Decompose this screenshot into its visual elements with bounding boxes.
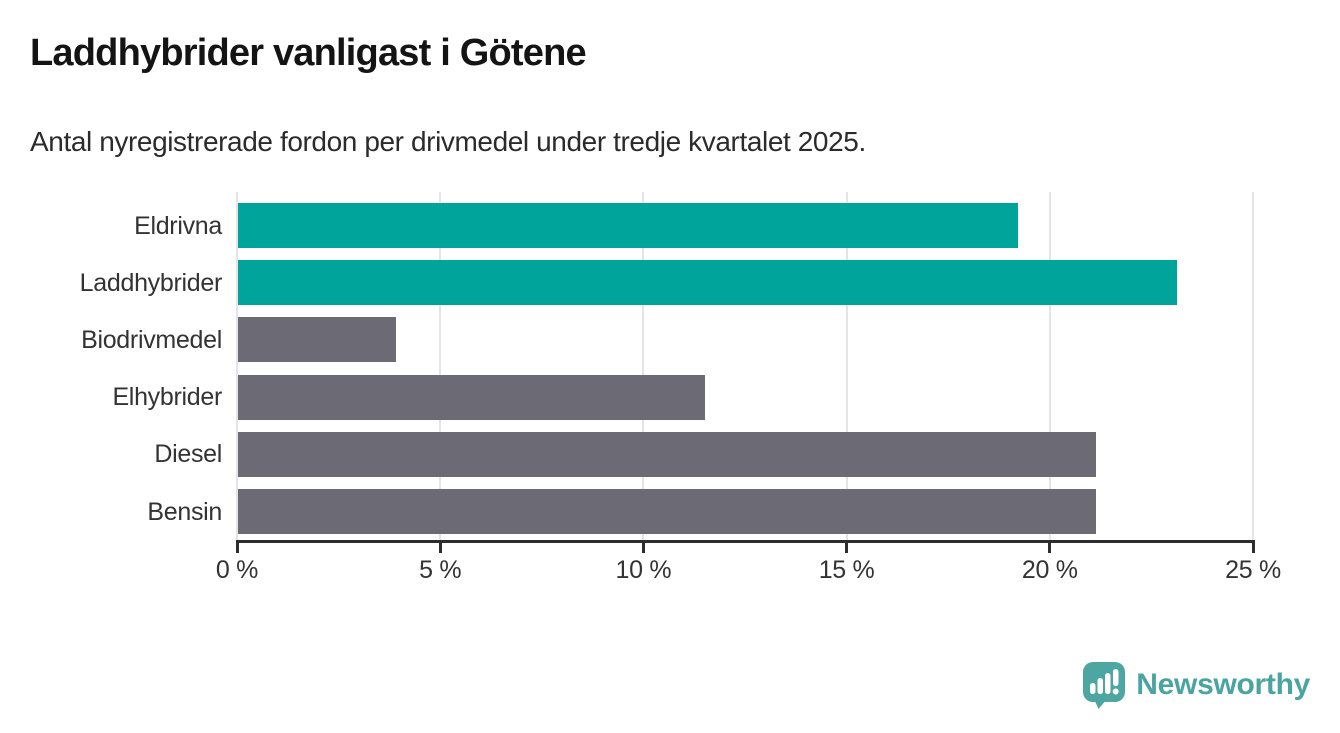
category-label: Bensin xyxy=(147,497,222,526)
x-axis-tick-label: 5 % xyxy=(419,556,462,584)
category-label: Eldrivna xyxy=(134,211,222,240)
chart-title: Laddhybrider vanligast i Götene xyxy=(30,32,587,74)
brand-name: Newsworthy xyxy=(1136,668,1310,701)
chart-subtitle: Antal nyregistrerade fordon per drivmede… xyxy=(30,126,866,157)
category-label: Laddhybrider xyxy=(79,268,223,297)
x-axis-tick-label: 25 % xyxy=(1225,556,1281,584)
plot-area xyxy=(236,192,1254,540)
x-axis-tick-label: 0 % xyxy=(215,556,259,584)
category-label: Diesel xyxy=(154,440,222,469)
gridline xyxy=(1252,192,1254,540)
x-axis-line xyxy=(236,540,1255,543)
gridline xyxy=(236,192,238,540)
category-label: Biodrivmedel xyxy=(81,325,222,354)
x-axis-tick xyxy=(1251,540,1255,553)
x-axis-tick xyxy=(1048,540,1052,553)
x-axis-tick-label: 15 % xyxy=(818,556,875,584)
bar-diesel xyxy=(238,431,1096,477)
x-axis-tick xyxy=(438,540,442,553)
brand-footer: Newsworthy xyxy=(1082,661,1310,709)
gridline xyxy=(1048,192,1051,540)
gridline xyxy=(439,192,442,540)
bar-elhybrider xyxy=(238,374,706,420)
newsworthy-logo-icon xyxy=(1083,662,1126,709)
gridline xyxy=(642,192,645,540)
x-axis-tick-label: 10 % xyxy=(615,556,672,584)
bar-eldrivna xyxy=(238,203,1019,248)
category-label: Elhybrider xyxy=(112,383,222,412)
gridline xyxy=(845,192,848,540)
x-axis-tick-label: 20 % xyxy=(1021,556,1078,584)
bar-biodrivmedel xyxy=(238,317,397,363)
bar-bensin xyxy=(238,489,1096,534)
x-axis-tick xyxy=(641,540,645,553)
bar-laddhybrider xyxy=(238,260,1177,306)
x-axis-tick xyxy=(845,540,849,553)
x-axis-tick xyxy=(235,540,239,553)
